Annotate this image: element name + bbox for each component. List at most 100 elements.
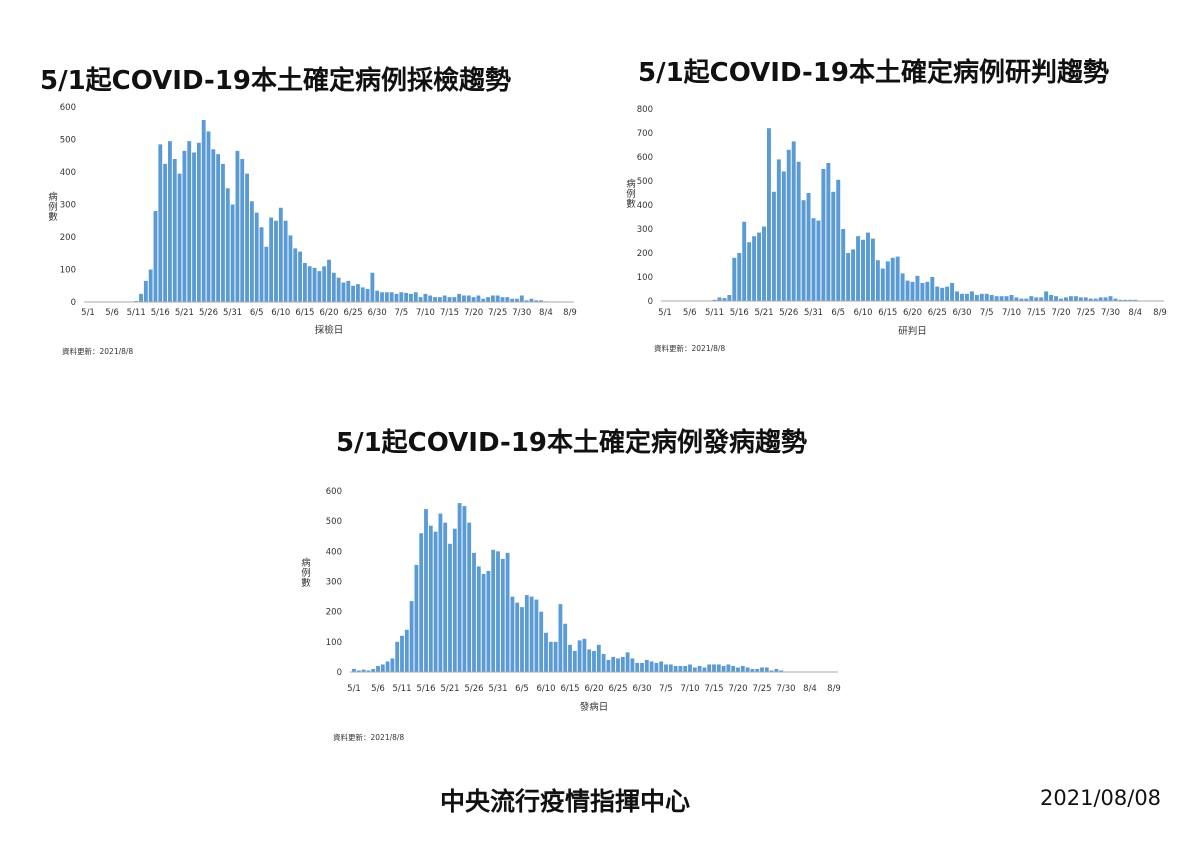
bar [211,149,216,302]
y-tick-label: 700 [637,129,653,139]
x-tick-label: 7/5 [394,308,408,318]
x-tick-label: 7/10 [1002,308,1021,318]
bar [1133,299,1138,301]
bar [969,291,974,301]
bar [611,656,616,672]
bars [129,120,548,303]
bar [221,163,225,303]
bar [774,668,779,672]
x-tick-label: 5/16 [151,308,170,318]
bar [776,159,781,301]
bar [433,531,438,672]
bar [821,169,826,301]
x-tick-label: 8/9 [1153,308,1167,318]
bar [712,664,716,672]
bar [423,293,428,303]
bar [384,292,389,302]
bar [548,641,553,672]
bar [380,292,384,302]
bar [500,297,505,303]
y-tick-label: 400 [326,547,342,557]
bar [841,229,846,301]
bar [582,638,587,672]
x-tick-label: 8/9 [827,684,841,694]
x-tick-label: 5/11 [392,684,411,694]
x-tick-label: 6/5 [831,308,845,318]
bar [322,266,327,302]
y-tick-label: 0 [648,297,653,307]
bar [668,664,673,672]
bar [791,141,796,301]
bar [245,173,249,303]
bar [327,259,331,302]
bar [587,649,592,673]
bar [1029,296,1034,301]
bars [707,128,1138,301]
bar [742,221,747,301]
bar [481,573,486,672]
bar [216,154,221,303]
bar [836,179,841,301]
bar [1063,297,1068,301]
bar [1004,296,1009,301]
bar [495,295,500,302]
x-tick-label: 5/26 [779,308,798,318]
bar [414,564,419,672]
x-tick-label: 6/10 [271,308,290,318]
bar [826,163,831,301]
bar [1073,296,1078,301]
y-tick-label: 100 [326,638,342,648]
bar [890,257,895,301]
bar [491,549,496,672]
x-tick-label: 5/26 [199,308,218,318]
bar [1039,297,1044,301]
x-axis-title: 採檢日 [315,324,344,336]
bars [352,503,784,673]
bar [462,506,467,672]
bar [1059,298,1063,301]
bar [846,253,851,301]
bar [654,662,659,672]
bar [616,658,620,672]
bar [930,277,935,301]
x-tick-label: 8/4 [1128,308,1142,318]
bar [307,266,312,302]
x-tick-label: 6/25 [344,308,363,318]
x-tick-label: 7/30 [1101,308,1120,318]
bar [592,650,596,672]
bar [529,596,534,672]
x-tick-label: 7/10 [416,308,435,318]
x-axis-title: 發病日 [580,701,609,713]
bar [515,602,520,672]
bar [572,650,577,672]
bar [519,295,524,302]
bar [395,641,400,672]
bar [466,295,471,302]
x-tick-label: 6/15 [878,308,897,318]
bar [274,220,278,302]
bar [539,300,544,303]
bar [351,285,356,302]
bar [361,669,366,672]
bar [766,128,771,301]
bar [910,281,915,301]
x-tick-label: 5/31 [223,308,242,318]
x-tick-label: 5/6 [371,684,385,694]
bar [915,275,920,301]
x-tick-label: 8/4 [539,308,553,318]
bar [486,297,490,303]
x-tick-label: 5/21 [175,308,194,318]
bar [1103,297,1108,301]
bar [269,217,274,302]
bar [529,298,534,302]
footer-organization: 中央流行疫情指揮中心 [440,787,691,816]
bar [356,670,361,672]
bar [380,664,385,672]
footer-date: 2021/08/08 [1040,786,1162,810]
x-tick-label: 6/20 [319,308,338,318]
x-tick-label: 6/10 [853,308,872,318]
bar [731,665,736,672]
y-tick-label: 500 [326,517,342,527]
bar [940,287,945,301]
bar [950,283,955,301]
